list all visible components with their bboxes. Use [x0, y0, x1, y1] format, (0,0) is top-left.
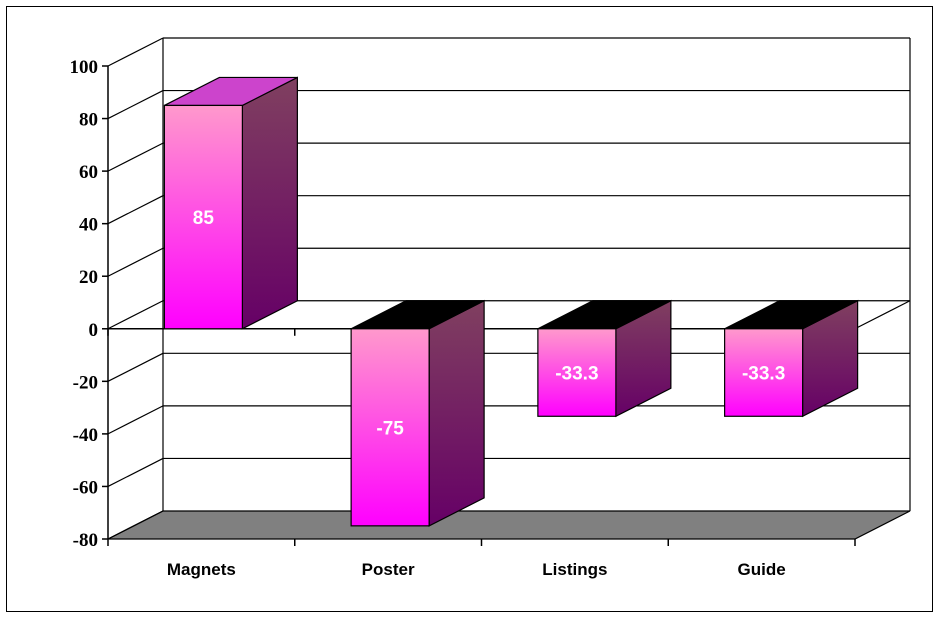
bar-front-face — [724, 328, 804, 417]
data-label: -75 — [376, 418, 404, 439]
y-tick-label: 0 — [89, 320, 99, 341]
bar-poster — [350, 299, 485, 527]
gridline-side — [107, 247, 164, 277]
bar-guide — [724, 299, 859, 418]
chart-floor — [107, 510, 911, 540]
gridline-side — [107, 90, 164, 120]
y-tick-label: -40 — [73, 425, 98, 446]
chart-walls — [107, 38, 911, 540]
gridline-side — [107, 352, 164, 382]
y-tick-label: 20 — [79, 267, 98, 288]
y-tick-label: 100 — [70, 57, 99, 78]
bar-magnets — [163, 76, 298, 330]
x-tick-label: Magnets — [167, 560, 236, 579]
bar-side-face — [241, 76, 298, 330]
y-tick-label: -60 — [73, 477, 98, 498]
bar-listings — [537, 299, 672, 418]
x-axis-zero-depth — [854, 300, 911, 330]
data-label: 85 — [193, 208, 215, 229]
y-tick-label: -20 — [73, 372, 98, 393]
bar-front-face — [350, 328, 430, 527]
y-tick-label: 80 — [79, 110, 98, 131]
gridline-side — [107, 405, 164, 435]
gridline-side — [107, 37, 164, 67]
gridline-side — [107, 510, 164, 540]
data-label: -33.3 — [742, 364, 785, 385]
y-tick-label: 60 — [79, 162, 98, 183]
x-tick-label: Guide — [738, 560, 786, 579]
y-tick-label: 40 — [79, 215, 98, 236]
labels: 100 80 60 40 20 0 -20 -40 -60 -80 85 Magnets -75 Post… — [70, 57, 786, 579]
bar-side-face — [428, 299, 485, 527]
bars — [163, 76, 859, 527]
y-tick-label: -80 — [73, 530, 98, 551]
gridline-side — [107, 142, 164, 172]
bar-front-face — [163, 104, 243, 330]
x-tick-label: Poster — [362, 560, 415, 579]
gridline-side — [107, 300, 164, 330]
gridline-side — [107, 457, 164, 487]
x-tick-label: Listings — [542, 560, 607, 579]
gridline-side — [107, 195, 164, 225]
data-label: -33.3 — [555, 364, 598, 385]
bar-front-face — [537, 328, 617, 417]
